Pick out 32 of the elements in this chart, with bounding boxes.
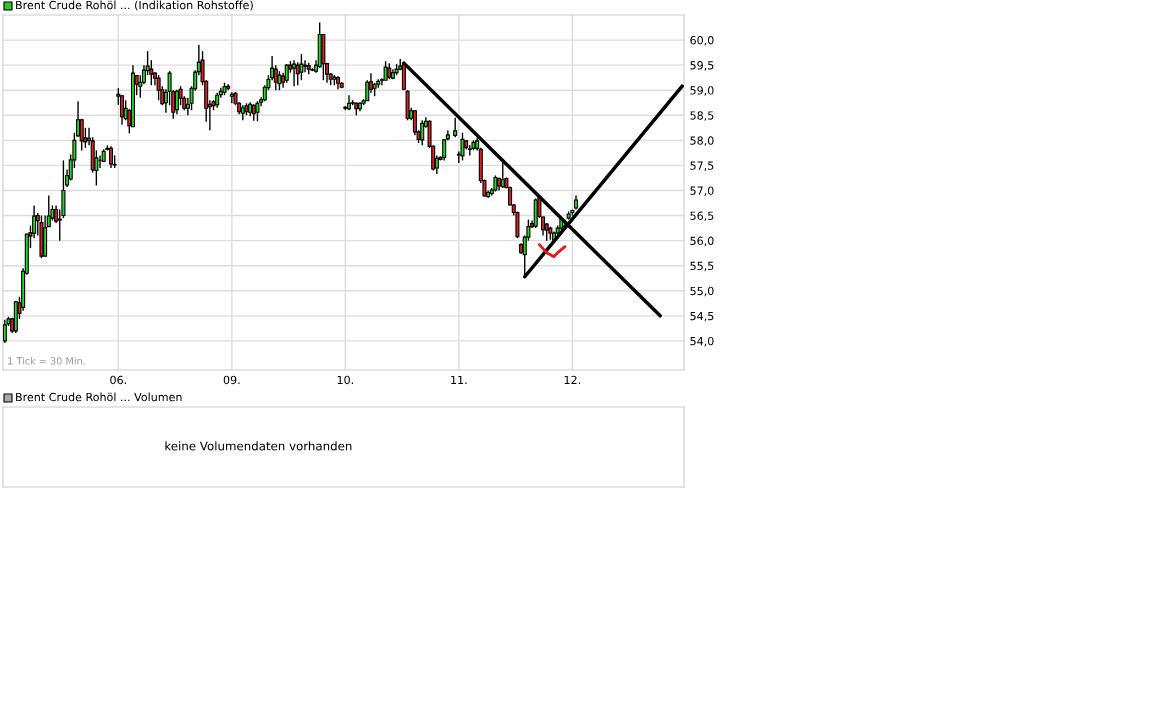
- candlestick: [467, 144, 472, 157]
- candlestick: [284, 63, 289, 84]
- y-tick-label: 57,5: [690, 161, 714, 171]
- y-tick-label: 58,0: [690, 136, 714, 146]
- annotation: 1 Tick = 30 Min.: [8, 357, 85, 365]
- y-tick-label: 55,5: [690, 261, 714, 272]
- candlestick: [46, 194, 51, 228]
- y-tick-label: 57,0: [690, 186, 714, 197]
- y-tick-label: 56,5: [690, 211, 714, 222]
- y-tick-label: 56,0: [690, 236, 714, 247]
- line-series: [537, 243, 567, 259]
- chart-title: Brent Crude Rohöl ... (Indikation Rohstoffe): [16, 0, 253, 11]
- text: keine Volumendaten vorhanden: [165, 441, 352, 451]
- candlestick: [156, 74, 161, 101]
- x-tick-label: 09.: [223, 375, 240, 385]
- y-tick-label: 55,0: [690, 286, 714, 297]
- x-tick-label: 10.: [337, 375, 353, 385]
- candlestick: [453, 117, 458, 139]
- text: Brent Crude Rohöl ... Volumen: [16, 392, 182, 402]
- y-tick-label: 60,0: [690, 36, 714, 46]
- y-tick-label: 54,5: [690, 311, 714, 322]
- candlestick: [420, 119, 425, 147]
- x-tick-label: 12.: [564, 375, 580, 384]
- x-tick-label: 06.: [110, 375, 126, 385]
- x-tick-label: 11.: [451, 375, 467, 384]
- y-tick-label: 54,0: [690, 336, 714, 347]
- y-tick-label: 59,5: [690, 61, 714, 71]
- y-tick-label: 59,0: [690, 86, 714, 96]
- candlestick: [299, 53, 304, 81]
- candlestick: [292, 59, 297, 87]
- y-tick-label: 58,5: [690, 111, 714, 121]
- candlestick: [3, 319, 7, 344]
